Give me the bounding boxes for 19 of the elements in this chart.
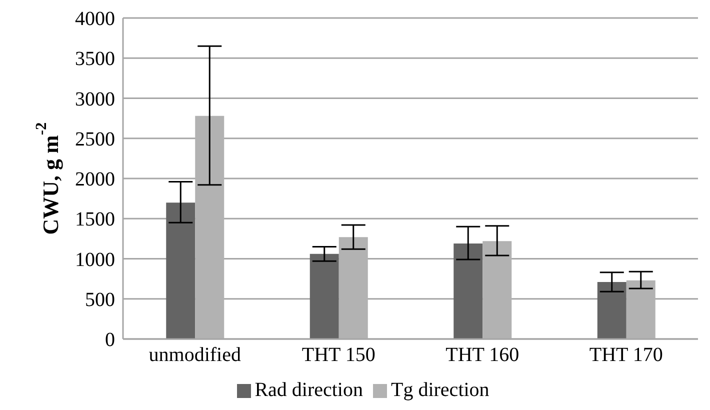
y-tick-label: 1000: [75, 248, 115, 271]
y-tick-label: 500: [85, 288, 115, 311]
bar: [597, 282, 626, 339]
y-tick-label: 2500: [75, 128, 115, 150]
legend-label: Tg direction: [391, 379, 490, 401]
x-tick-label: unmodified: [148, 344, 241, 366]
bar: [166, 202, 196, 339]
bar: [454, 244, 483, 339]
x-tick-label: THT 160: [446, 344, 520, 366]
bar: [310, 254, 339, 339]
x-tick-label: THT 170: [589, 344, 663, 366]
y-tick-label: 3000: [75, 88, 115, 110]
y-tick-label: 1500: [75, 208, 115, 231]
y-tick-label: 3500: [75, 48, 115, 70]
y-tick-label: 2000: [75, 168, 115, 191]
x-tick-label: THT 150: [302, 344, 376, 366]
legend-label: Rad direction: [254, 379, 363, 401]
y-tick-label: 4000: [75, 8, 115, 30]
y-tick-label: 0: [105, 329, 115, 352]
